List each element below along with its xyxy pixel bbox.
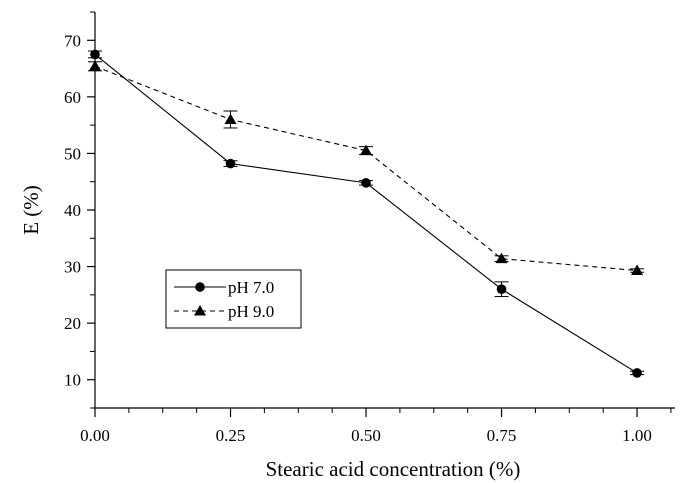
data-point — [632, 368, 642, 378]
legend-marker — [194, 305, 206, 316]
y-tick-label: 60 — [64, 88, 81, 107]
series-2 — [88, 60, 645, 276]
data-point — [225, 158, 236, 169]
data-point — [90, 49, 100, 60]
data-point — [361, 178, 371, 188]
y-tick-label: 40 — [64, 201, 81, 220]
x-tick-label: 0.25 — [216, 426, 246, 445]
x-tick-label: 0.50 — [351, 426, 381, 445]
legend-marker — [195, 282, 205, 292]
legend-box — [165, 269, 302, 329]
series-layer — [88, 49, 645, 378]
y-tick-label: 30 — [64, 258, 81, 277]
x-tick-label: 0.75 — [487, 426, 517, 445]
data-point — [496, 284, 507, 295]
y-tick-label: 70 — [64, 31, 81, 50]
legend-entries: pH 7.0 pH 9.0 — [174, 278, 274, 321]
legend: pH 7.0 pH 9.0 — [165, 269, 302, 329]
data-point — [495, 252, 508, 264]
x-axis-title: Stearic acid concentration (%) — [266, 457, 521, 481]
y-axis-title: E (%) — [19, 185, 43, 235]
series-line — [94, 65, 638, 272]
y-tick-label: 20 — [64, 314, 81, 333]
x-tick-label: 1.00 — [622, 426, 652, 445]
legend-label: pH 7.0 — [228, 278, 274, 297]
data-point — [360, 144, 373, 156]
x-tick-label: 0.00 — [80, 426, 110, 445]
data-point — [224, 113, 237, 124]
legend-label: pH 9.0 — [228, 302, 274, 321]
series-1 — [88, 49, 645, 378]
data-point — [89, 60, 101, 71]
y-tick-label: 50 — [64, 144, 81, 163]
axes: 0.00 0.25 0.50 0.75 1.00 10 20 30 40 50 60 70 — [64, 11, 675, 445]
data-point — [631, 264, 644, 276]
y-tick-label: 10 — [64, 371, 81, 390]
